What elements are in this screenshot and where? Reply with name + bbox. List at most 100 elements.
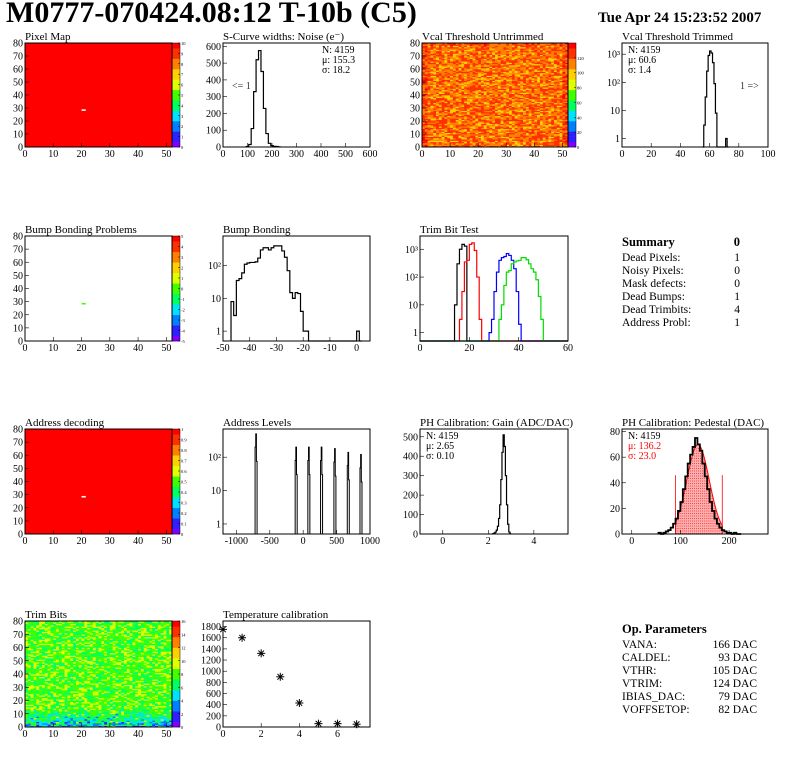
heatmap-cell <box>433 56 437 58</box>
heatmap-cell <box>520 123 524 126</box>
heatmap-cell <box>469 74 473 76</box>
heatmap-cell <box>483 57 487 59</box>
heatmap-cell <box>483 127 487 130</box>
y-tick-label: 60 <box>13 258 23 269</box>
heatmap-cell <box>492 45 496 48</box>
heatmap-cell <box>461 104 465 106</box>
heatmap-cell <box>551 89 555 92</box>
heatmap-cell <box>539 100 544 102</box>
heatmap-cell <box>503 44 507 46</box>
heatmap-cell <box>430 71 434 74</box>
heatmap-cell <box>495 102 499 105</box>
heatmap-cell <box>444 45 448 48</box>
heatmap-cell <box>455 95 459 97</box>
y-tick-label: 10 <box>13 130 23 141</box>
heatmap-cell <box>447 137 451 140</box>
heatmap-cell <box>486 83 490 85</box>
heatmap-cell <box>542 110 546 113</box>
heatmap-cell <box>492 67 496 70</box>
heatmap-cell <box>33 717 37 720</box>
colorbar-segment <box>568 63 576 70</box>
heatmap-cell <box>438 137 442 140</box>
heatmap-cell <box>495 45 499 48</box>
heatmap-cell <box>475 108 479 110</box>
heatmap-cell <box>517 109 521 111</box>
heatmap-cell <box>436 89 440 92</box>
heatmap-cell <box>539 59 544 62</box>
heatmap-cell <box>506 80 510 83</box>
heatmap-cell <box>50 719 54 721</box>
heatmap-cell <box>472 113 476 115</box>
heatmap-cell <box>483 140 487 143</box>
heatmap-cell <box>492 124 496 127</box>
heatmap-cell <box>464 49 468 52</box>
heatmap-cell <box>562 122 566 124</box>
heatmap-cell <box>556 126 560 128</box>
colorbar-segment <box>568 100 576 106</box>
heatmap-cell <box>559 101 563 104</box>
heatmap-cell <box>509 102 513 105</box>
y-tick-label: 40 <box>610 478 620 489</box>
heatmap-cell <box>534 124 538 127</box>
heatmap-cell <box>441 58 445 61</box>
heatmap-cell <box>424 50 428 53</box>
heatmap-cell <box>455 119 459 122</box>
heatmap-cell <box>433 123 437 126</box>
heatmap-cell <box>464 126 468 128</box>
heatmap-cell <box>545 121 549 123</box>
heatmap-cell <box>461 143 465 145</box>
heatmap-cell <box>562 143 566 145</box>
heatmap-cell <box>464 118 468 120</box>
heatmap-cell <box>466 53 471 55</box>
heatmap-cell <box>537 45 541 48</box>
heatmap-cell <box>475 122 479 124</box>
heatmap-cell <box>450 49 454 52</box>
heatmap-cell <box>444 59 448 62</box>
heatmap-cell <box>430 123 434 126</box>
heatmap-cell <box>492 106 496 109</box>
chart-scurve: S-Curve widths: Noise (e⁻)0 100 200 300 400 5… <box>206 31 378 160</box>
heatmap-cell <box>520 72 524 75</box>
heatmap-cell <box>472 59 476 62</box>
heatmap-cell <box>492 78 496 80</box>
heatmap-cell <box>155 724 159 726</box>
heatmap-cell <box>551 139 555 141</box>
heatmap-cell <box>545 54 549 57</box>
heatmap-cell <box>483 69 487 71</box>
heatmap-cell <box>523 70 527 72</box>
heatmap-cell <box>556 139 560 141</box>
heatmap-cell <box>492 137 496 140</box>
heatmap-cell <box>433 70 437 72</box>
heatmap-cell <box>486 140 490 143</box>
colorbar-tick-label: 0 <box>181 145 184 150</box>
heatmap-cell <box>433 139 437 141</box>
heatmap-cell <box>528 70 532 72</box>
heatmap-cell <box>90 724 94 726</box>
heatmap-cell <box>461 100 465 102</box>
chart-title: Trim Bit Test <box>420 224 479 236</box>
heatmap-cell <box>565 105 569 107</box>
heatmap-cell <box>422 56 426 58</box>
heatmap-cell <box>30 719 34 721</box>
heatmap-cell <box>542 113 546 115</box>
heatmap-cell <box>525 141 529 144</box>
heatmap-cell <box>520 109 524 111</box>
heatmap-cell <box>559 89 563 92</box>
heatmap-cell <box>503 57 507 59</box>
heatmap-cell <box>483 143 487 145</box>
heatmap-cell <box>500 95 504 97</box>
heatmap-cell <box>500 111 504 114</box>
heatmap-cell <box>436 106 440 109</box>
heatmap-cell <box>520 102 524 105</box>
heatmap-cell <box>565 95 569 97</box>
heatmap-cell <box>492 115 496 118</box>
plot-frame <box>621 42 769 148</box>
heatmap-cell <box>553 134 558 136</box>
heatmap-cell <box>562 93 566 96</box>
heatmap-cell <box>461 70 465 72</box>
heatmap-cell <box>422 89 426 92</box>
heatmap-cell <box>523 139 527 141</box>
heatmap-cell <box>506 109 510 111</box>
heatmap-cell <box>461 59 465 62</box>
stats-line: μ: 60.6 <box>628 55 656 66</box>
